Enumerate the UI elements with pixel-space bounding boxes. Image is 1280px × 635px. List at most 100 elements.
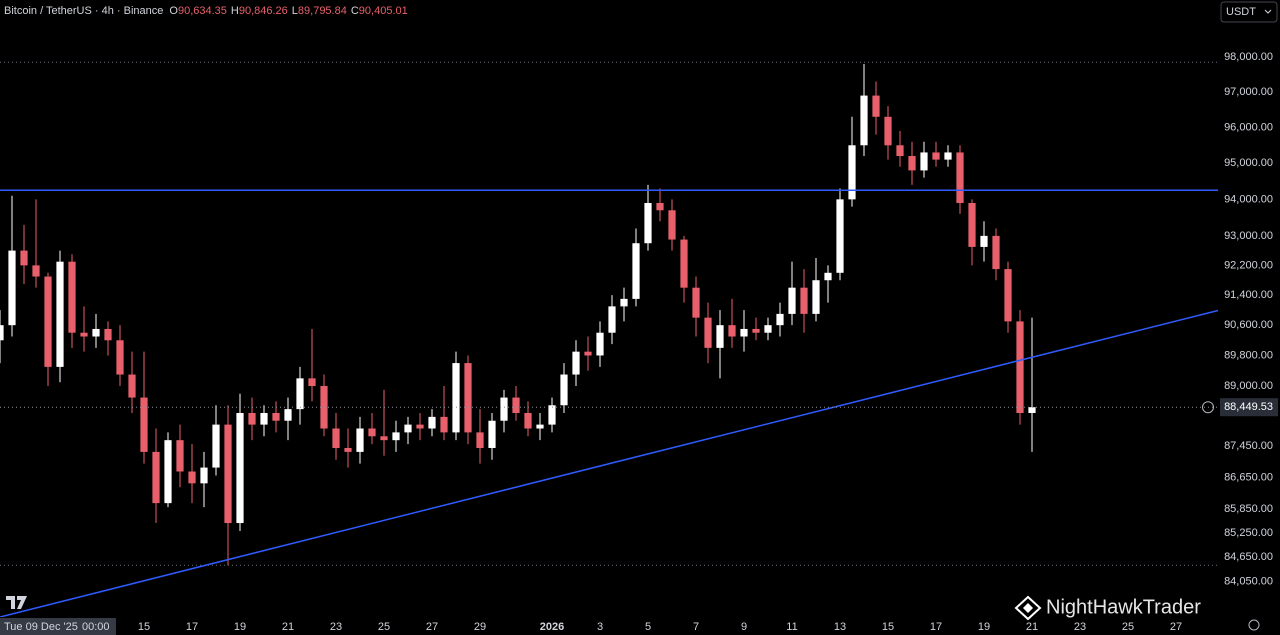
candle-body	[488, 420, 496, 448]
candle-body	[128, 374, 136, 398]
ohlc-key: L	[292, 5, 298, 17]
y-tick-label: 87,450.00	[1224, 440, 1273, 452]
x-tick-label: 2026	[540, 621, 564, 633]
candle-body	[1028, 407, 1036, 413]
y-tick-label: 96,000.00	[1224, 121, 1273, 133]
candle-body	[68, 261, 76, 333]
candle-body	[1004, 269, 1012, 322]
candle-body	[452, 363, 460, 433]
crosshair-date: Tue 09 Dec '25	[4, 621, 78, 633]
tv-logo	[6, 596, 27, 609]
watermark-logo	[1014, 595, 1042, 621]
ohlc-value: 90,846.26	[239, 5, 288, 17]
candle-body	[968, 202, 976, 247]
y-tick-label: 90,600.00	[1224, 319, 1273, 331]
candle-body	[368, 428, 376, 437]
candle-body	[56, 261, 64, 367]
candle-body	[32, 265, 40, 277]
candle-body	[512, 397, 520, 413]
candle-body	[992, 235, 1000, 270]
candle-body	[140, 397, 148, 452]
candle-body	[380, 436, 388, 441]
candle-body	[644, 202, 652, 244]
candle-body	[1016, 321, 1024, 413]
ohlc-value: 90,634.35	[178, 5, 227, 17]
candle-body	[800, 287, 808, 314]
candle-body	[44, 276, 52, 367]
candle-body	[188, 471, 196, 484]
candle-body	[500, 397, 508, 421]
candle-body	[332, 428, 340, 448]
candle-body	[524, 412, 532, 429]
candle-body	[404, 424, 412, 433]
x-tick-label: 21	[282, 621, 294, 633]
time-axis	[0, 617, 1218, 635]
last-price-label: 88,449.53	[1224, 401, 1273, 413]
currency-label[interactable]: USDT	[1226, 6, 1256, 18]
x-tick-label: 19	[234, 621, 246, 633]
candle-body	[20, 250, 28, 266]
candle-body	[764, 325, 772, 333]
candle-body	[776, 313, 784, 326]
candle-body	[656, 202, 664, 211]
header: Bitcoin / TetherUS · 4h · Binance O90,634…	[4, 5, 408, 17]
add-alert-icon[interactable]	[1202, 401, 1214, 414]
candle-body	[176, 440, 184, 472]
candle-body	[536, 424, 544, 429]
crosshair-time-box	[0, 618, 116, 635]
trend-line	[0, 309, 1219, 618]
candle-body	[812, 280, 820, 314]
y-tick-label: 85,850.00	[1224, 503, 1273, 515]
candle-body	[260, 412, 268, 425]
candle-body	[92, 328, 100, 337]
x-tick-label: 25	[1122, 621, 1134, 633]
symbol-title: Bitcoin / TetherUS · 4h · Binance	[4, 5, 163, 17]
x-tick-label: 15	[882, 621, 894, 633]
candle-body	[272, 412, 280, 421]
candle-body	[560, 374, 568, 406]
ohlc-value: 89,795.84	[298, 5, 347, 17]
candle-body	[824, 272, 832, 281]
x-tick-label: 7	[693, 621, 699, 633]
candle-body	[164, 440, 172, 504]
candle-body	[584, 351, 592, 356]
candle-body	[872, 95, 880, 117]
ohlc-key: O	[169, 5, 178, 17]
settings-icon[interactable]	[1248, 619, 1260, 631]
x-tick-label: 17	[930, 621, 942, 633]
x-tick-label: 23	[330, 621, 342, 633]
y-tick-label: 86,650.00	[1224, 471, 1273, 483]
candle-body	[884, 116, 892, 146]
y-tick-label: 89,000.00	[1224, 380, 1273, 392]
candle-body	[920, 152, 928, 171]
candle-body	[788, 287, 796, 314]
x-tick-label: 17	[186, 621, 198, 633]
ohlc-key: C	[351, 5, 359, 17]
x-tick-label: 13	[834, 621, 846, 633]
candle-body	[248, 412, 256, 425]
currency-select[interactable]	[1220, 1, 1278, 23]
candle-body	[932, 152, 940, 160]
y-tick-label: 85,250.00	[1224, 527, 1273, 539]
candle-body	[116, 340, 124, 375]
candle-body	[704, 317, 712, 348]
x-tick-label: 3	[597, 621, 603, 633]
x-tick-label: 5	[645, 621, 651, 633]
candle-body	[296, 378, 304, 410]
x-tick-label: 27	[426, 621, 438, 633]
candle-body	[104, 328, 112, 341]
y-tick-label: 91,400.00	[1224, 289, 1273, 301]
candle-body	[608, 306, 616, 333]
x-tick-label: 11	[786, 621, 797, 633]
candle-body	[680, 239, 688, 288]
candle-body	[200, 467, 208, 484]
candle-body	[440, 416, 448, 433]
candle-body	[0, 325, 4, 341]
candle-body	[572, 351, 580, 375]
candle-body	[668, 210, 676, 240]
candle-body	[752, 328, 760, 333]
watermark: NightHawkTrader	[1046, 596, 1201, 618]
